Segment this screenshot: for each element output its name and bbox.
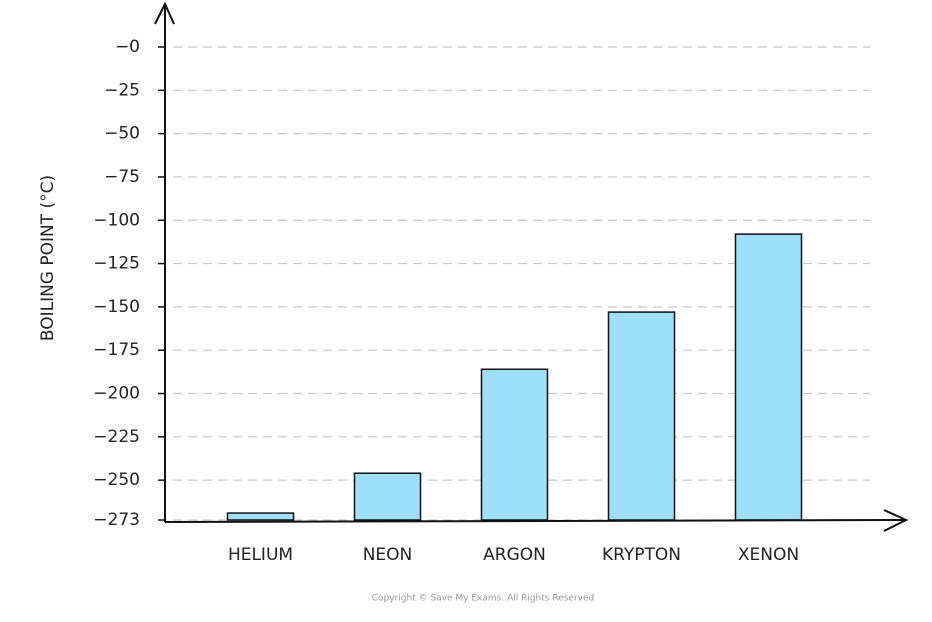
x-tick-label: NEON	[363, 545, 413, 565]
y-tick-label: −225	[93, 427, 140, 447]
y-tick-label: −100	[93, 210, 140, 230]
bar	[734, 233, 803, 521]
x-tick-label: XENON	[738, 545, 799, 565]
y-tick-label: −150	[93, 297, 140, 317]
bars	[226, 233, 803, 521]
footer: Copyright © Save My Exams. All Rights Re…	[372, 594, 594, 604]
y-tick-label: −250	[93, 470, 140, 490]
y-tick-label: −50	[104, 124, 140, 144]
y-tick-label: −0	[115, 37, 140, 57]
y-axis-label: BOILING POINT (°C)	[38, 175, 58, 341]
y-tick-label: −125	[93, 254, 140, 274]
bar	[607, 311, 676, 521]
bar	[353, 472, 422, 521]
y-tick-label: −200	[93, 384, 140, 404]
x-axis	[164, 509, 909, 532]
x-tick-label: ARGON	[483, 545, 546, 565]
y-tick-label: −25	[104, 80, 140, 100]
bar	[480, 368, 549, 521]
x-tick-label: KRYPTON	[602, 545, 681, 565]
x-tick-label: HELIUM	[228, 545, 293, 565]
y-tick-label: −75	[104, 167, 140, 187]
bar	[226, 512, 295, 521]
y-tick-label: −273	[93, 510, 140, 530]
y-tick-label: −175	[93, 340, 140, 360]
